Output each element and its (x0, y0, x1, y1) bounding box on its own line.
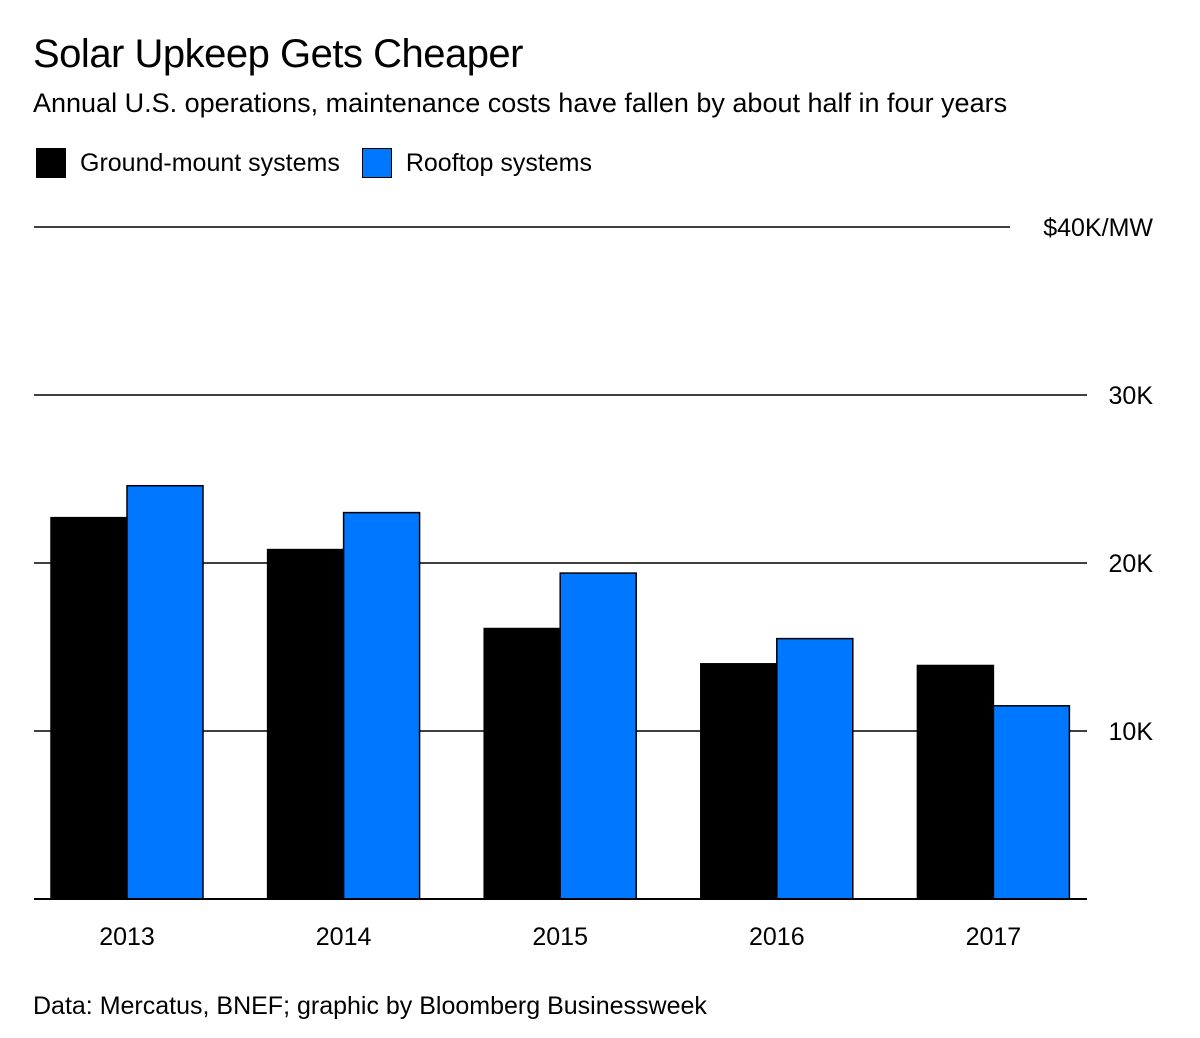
bar-ground-2014 (266, 548, 345, 900)
bar-rooftop-2017 (992, 705, 1071, 900)
x-tick-label: 2013 (99, 923, 155, 951)
bar-rooftop-2015 (559, 572, 637, 900)
x-tick-label: 2015 (532, 923, 588, 951)
bar-ground-2013 (50, 516, 128, 900)
x-tick-label: 2014 (316, 923, 372, 951)
legend-label-rooftop: Rooftop systems (405, 148, 593, 177)
y-tick-label: $40K/MW (1043, 214, 1153, 242)
bar-ground-2016 (700, 663, 778, 900)
bar-ground-2017 (916, 664, 995, 900)
bar-ground-2015 (483, 627, 561, 900)
x-tick-label: 2017 (966, 923, 1022, 951)
legend-label-ground: Ground-mount systems (80, 148, 340, 177)
source-note: Data: Mercatus, BNEF; graphic by Bloombe… (33, 992, 707, 1020)
bar-rooftop-2014 (342, 511, 421, 900)
chart-subtitle: Annual U.S. operations, maintenance cost… (33, 88, 1008, 118)
y-tick-label: 20K (1109, 550, 1154, 578)
bar-rooftop-2016 (776, 637, 854, 900)
x-tick-label: 2016 (749, 923, 805, 951)
legend-swatch-rooftop (361, 148, 392, 178)
bar-rooftop-2013 (126, 484, 204, 900)
legend-swatch-ground (36, 148, 66, 178)
y-tick-label: 10K (1109, 718, 1154, 746)
legend-item-ground: Ground-mount systems (36, 148, 340, 178)
legend-item-rooftop: Rooftop systems (361, 148, 593, 178)
chart-title: Solar Upkeep Gets Cheaper (33, 32, 524, 76)
legend: Ground-mount systems Rooftop systems (36, 148, 614, 178)
y-tick-label: 30K (1109, 382, 1154, 410)
